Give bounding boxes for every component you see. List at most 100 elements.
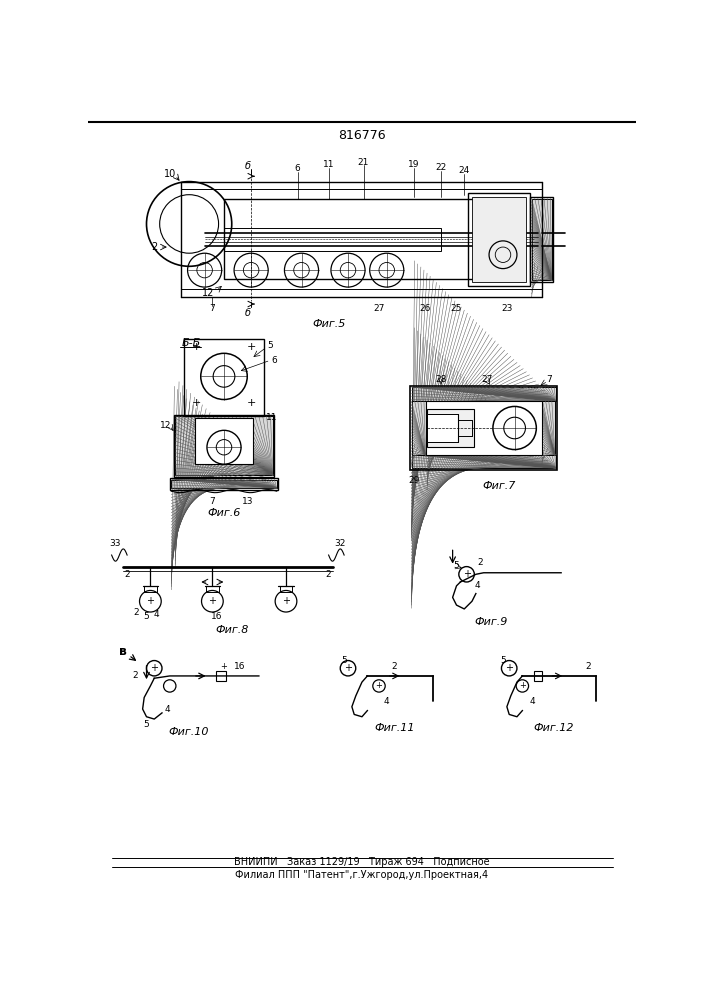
Text: Фиг.5: Фиг.5 [312,319,345,329]
Text: 6: 6 [295,164,300,173]
Bar [224,228,441,251]
Text: 7: 7 [209,304,215,313]
Text: б: б [244,308,250,318]
Text: 12: 12 [160,421,172,430]
Bar [224,199,480,279]
Text: +: + [146,596,154,606]
Text: Фиг.12: Фиг.12 [533,723,573,733]
Bar [206,586,218,592]
Text: 5: 5 [454,561,460,570]
Text: 23: 23 [501,304,513,313]
Text: 5: 5 [144,612,149,621]
Text: +: + [151,663,158,673]
Text: 28: 28 [436,375,447,384]
Text: Фиг.9: Фиг.9 [474,617,508,627]
Bar [427,409,474,447]
Text: ВНИИПИ   Заказ 1129/19   Тираж 694   Подписное: ВНИИПИ Заказ 1129/19 Тираж 694 Подписное [234,857,490,867]
Text: 4: 4 [384,697,390,706]
Text: 12: 12 [202,288,215,298]
Text: 2: 2 [124,570,130,579]
Text: 5: 5 [341,656,347,665]
Text: 19: 19 [408,160,420,169]
Text: 27: 27 [373,304,385,313]
Text: +: + [519,681,526,690]
Text: 22: 22 [436,163,447,172]
Text: +: + [247,398,256,408]
Text: 7: 7 [209,497,215,506]
Text: Фиг.10: Фиг.10 [169,727,209,737]
Bar [194,418,253,464]
Bar [175,416,273,475]
Bar [184,339,264,416]
Bar [410,386,557,470]
Text: +: + [247,342,256,352]
Bar [411,387,556,401]
Bar [170,478,279,490]
Bar [174,415,274,477]
Bar [411,455,556,468]
Text: 16: 16 [211,612,222,621]
Bar [534,671,542,681]
Text: 11: 11 [267,413,278,422]
Text: б: б [244,161,250,171]
Text: 4: 4 [165,705,170,714]
Text: +: + [462,569,471,579]
Bar [468,193,530,286]
Text: 2: 2 [477,558,483,567]
Bar [427,409,474,447]
Bar [427,414,458,442]
Text: 2: 2 [151,242,158,252]
Text: 816776: 816776 [338,129,386,142]
Text: Б-Б: Б-Б [182,338,201,348]
Text: 10: 10 [163,169,176,179]
Text: 2: 2 [392,662,397,671]
Bar [411,401,426,455]
Text: 21: 21 [358,158,369,167]
Text: 5: 5 [268,341,274,350]
Text: +: + [506,663,513,673]
Text: 32: 32 [334,539,346,548]
Text: 4: 4 [474,581,480,590]
Text: 5: 5 [144,720,149,729]
Text: 16: 16 [234,662,245,671]
Text: 26: 26 [420,304,431,313]
Text: Филиал ППП "Патент",г.Ужгород,ул.Проектная,4: Филиал ППП "Патент",г.Ужгород,ул.Проектн… [235,870,489,880]
Text: 4: 4 [153,610,159,619]
Text: 2: 2 [326,570,332,579]
Text: 2: 2 [132,671,138,680]
Bar [280,586,292,592]
Text: Фиг.6: Фиг.6 [207,508,240,518]
Text: +: + [192,398,201,408]
Bar [216,671,226,681]
Text: 27: 27 [481,375,493,384]
Text: 29: 29 [408,476,419,485]
Bar [542,401,555,455]
Text: +: + [282,596,290,606]
Bar [472,197,526,282]
Bar [426,401,542,455]
Bar [532,199,552,280]
Text: Фиг.8: Фиг.8 [215,625,248,635]
Bar [530,197,554,282]
Text: 33: 33 [110,539,121,548]
Text: 7: 7 [547,375,552,384]
Text: +: + [375,681,382,690]
Text: Фиг.7: Фиг.7 [482,481,516,491]
Text: 25: 25 [451,304,462,313]
Text: 2: 2 [585,662,591,671]
Text: в: в [119,645,127,658]
Text: 4: 4 [530,697,535,706]
Text: Фиг.11: Фиг.11 [374,723,415,733]
Text: +: + [344,663,352,673]
Bar [171,480,276,488]
Text: +: + [209,596,216,606]
Text: 13: 13 [242,497,253,506]
Text: 24: 24 [459,166,470,175]
Bar [144,586,156,592]
Text: 11: 11 [323,160,334,169]
Text: 5: 5 [500,656,506,665]
Text: 2: 2 [134,608,139,617]
Text: +: + [221,662,228,671]
Text: +: + [192,342,201,352]
Text: 6: 6 [271,356,277,365]
